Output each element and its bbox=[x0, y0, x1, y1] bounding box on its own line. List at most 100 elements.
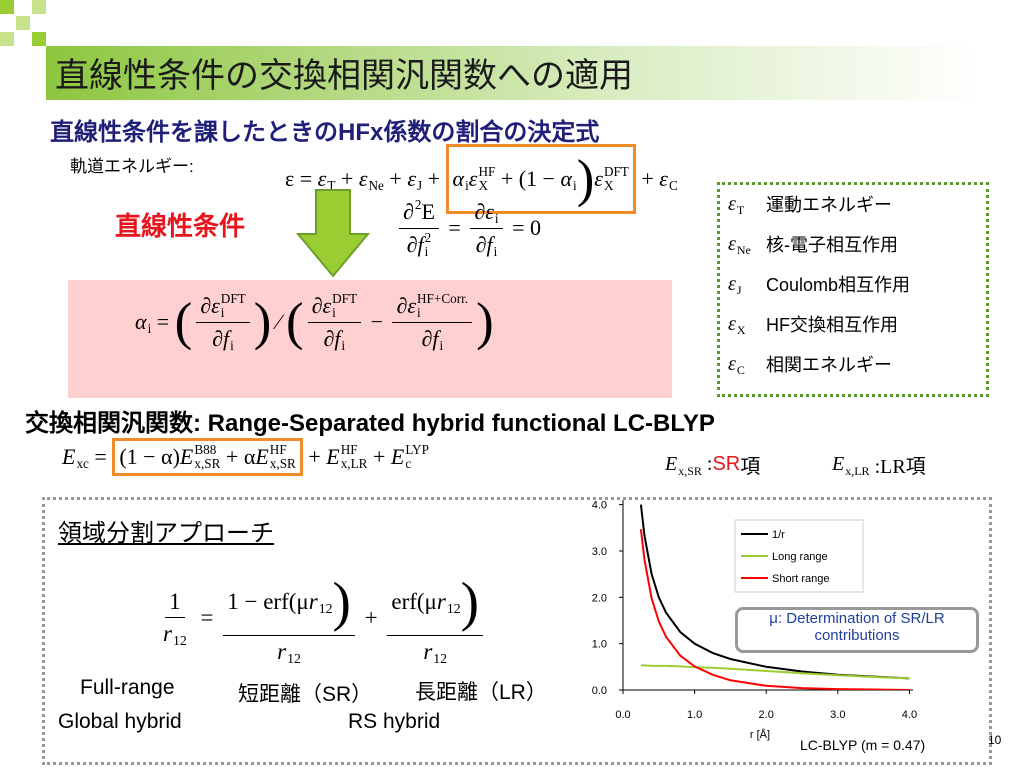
denominator: ∂ f 2 i bbox=[403, 229, 436, 259]
symbol: α i bbox=[453, 165, 469, 193]
eq-text: ∂ bbox=[474, 198, 486, 224]
symbol: E x,LR bbox=[832, 452, 870, 477]
legend-row: ε J Coulomb相互作用 bbox=[728, 271, 910, 297]
superscript: B88 bbox=[194, 442, 217, 457]
symbol: ε C bbox=[728, 351, 745, 377]
denominator: ∂ f i bbox=[208, 323, 238, 353]
scripts: 12 bbox=[433, 638, 447, 667]
symbol: E xc bbox=[62, 443, 89, 471]
spacer bbox=[669, 165, 678, 179]
label: 短距離（SR） bbox=[238, 683, 373, 706]
subscript: i bbox=[493, 243, 498, 259]
subscript: i bbox=[230, 337, 234, 353]
symbol: ε J bbox=[407, 165, 422, 193]
legend-text: Coulomb相互作用 bbox=[766, 275, 911, 295]
eq-text: ) bbox=[332, 571, 351, 632]
spacer bbox=[447, 587, 461, 601]
symbol-base: ε bbox=[728, 312, 736, 335]
superscript: HF bbox=[478, 164, 496, 180]
spacer bbox=[845, 452, 869, 465]
y-tick-label: 3.0 bbox=[592, 546, 607, 558]
subscript: 12 bbox=[172, 632, 187, 648]
scripts: HF X bbox=[478, 165, 495, 193]
eq-text: = bbox=[442, 215, 467, 241]
scripts: HF+Corr. i bbox=[417, 292, 468, 320]
denominator: ∂ f i bbox=[472, 229, 502, 259]
eq-text: ∂ bbox=[406, 231, 418, 257]
denominator: ∂ f i bbox=[417, 323, 447, 353]
x-tick-label: 0.0 bbox=[615, 709, 630, 721]
scripts: i bbox=[494, 231, 498, 259]
symbol-base: ε bbox=[358, 166, 368, 191]
symbol-base: E bbox=[390, 443, 405, 469]
title: 直線性条件の交換相関汎関数への適用 bbox=[55, 57, 633, 95]
scripts: i bbox=[573, 165, 577, 193]
symbol: E HF x,LR bbox=[326, 443, 367, 471]
eq-text: :LR項 bbox=[869, 456, 926, 478]
symbol-base: α bbox=[452, 166, 465, 191]
subscript: J bbox=[736, 283, 742, 297]
scripts: HF x,SR bbox=[270, 443, 296, 471]
legend-row: ε X HF交換相互作用 bbox=[728, 311, 898, 337]
eq-text: − bbox=[365, 309, 389, 335]
decor bbox=[32, 0, 46, 14]
legend-text: 相関エネルギー bbox=[766, 355, 892, 375]
superscript: 2 bbox=[414, 197, 422, 212]
plot bbox=[639, 504, 910, 690]
legend-row: ε C 相関エネルギー bbox=[728, 351, 892, 377]
eq-text: 1 bbox=[169, 588, 181, 614]
fraction: 1 r 12 bbox=[159, 589, 191, 649]
scripts: X bbox=[737, 311, 746, 336]
equation: ε = ε T + ε Ne + ε J + α i ε HF X + (1 − α … bbox=[285, 144, 678, 214]
symbol: r 12 bbox=[437, 587, 461, 616]
scripts: J bbox=[737, 271, 742, 296]
eq-text: = bbox=[88, 443, 113, 469]
spacer bbox=[76, 443, 88, 457]
eq-box: (1 − α) E B88 x,SR + α E HF x,SR bbox=[112, 438, 303, 476]
subscript: x,LR bbox=[340, 455, 368, 471]
scripts: 12 bbox=[319, 587, 333, 616]
legend-label: Long range bbox=[772, 551, 828, 563]
decor bbox=[0, 32, 14, 46]
scripts: i bbox=[341, 325, 345, 353]
subscript: X bbox=[603, 178, 614, 193]
symbol: r 12 bbox=[277, 638, 301, 667]
symbol-base: E bbox=[62, 443, 76, 469]
symbol: ε i bbox=[485, 198, 498, 226]
subscript: i bbox=[341, 337, 346, 353]
symbol: f i bbox=[223, 325, 234, 353]
series-line bbox=[640, 664, 910, 680]
scripts: xc bbox=[76, 443, 88, 471]
superscript: DFT bbox=[332, 291, 358, 306]
symbol: E B88 x,SR bbox=[180, 443, 220, 471]
eq-text: ∂ bbox=[396, 292, 408, 318]
scripts: 12 bbox=[287, 638, 301, 667]
legend-symbol: ε Ne bbox=[728, 231, 766, 257]
eq-box: α i ε HF X + (1 − α i) ε DFT X bbox=[445, 144, 636, 214]
subscript: i bbox=[147, 321, 152, 337]
spacer bbox=[287, 638, 301, 652]
eq-text: ( bbox=[174, 293, 193, 352]
symbol-base: E bbox=[665, 453, 678, 475]
symbol: α i bbox=[560, 165, 576, 193]
symbol-base: f bbox=[432, 325, 439, 351]
symbol-base: ε bbox=[594, 166, 603, 191]
eq-text: + bbox=[422, 166, 446, 191]
annotation: μ: Determination of SR/LR contributions bbox=[735, 607, 979, 653]
fraction: ∂ ε DFT i ∂ f i bbox=[196, 292, 250, 353]
numerator: ∂ ε DFT i bbox=[196, 292, 250, 323]
symbol: ε HF+Corr. i bbox=[407, 292, 468, 320]
subscript: x,SR bbox=[678, 463, 702, 478]
subscript: X bbox=[736, 323, 746, 337]
symbol-base: E bbox=[832, 453, 845, 475]
y-tick-label: 1.0 bbox=[592, 639, 607, 651]
label: RS hybrid bbox=[348, 710, 441, 733]
subscript: i bbox=[332, 304, 336, 320]
symbol: ε DFT i bbox=[211, 292, 246, 320]
symbol: r 12 bbox=[309, 587, 333, 616]
subscript: i bbox=[573, 178, 577, 193]
footnote: LC-BLYP (m = 0.47) bbox=[800, 737, 926, 753]
title-bar bbox=[46, 46, 980, 100]
eq-text: ∂ bbox=[323, 325, 335, 351]
